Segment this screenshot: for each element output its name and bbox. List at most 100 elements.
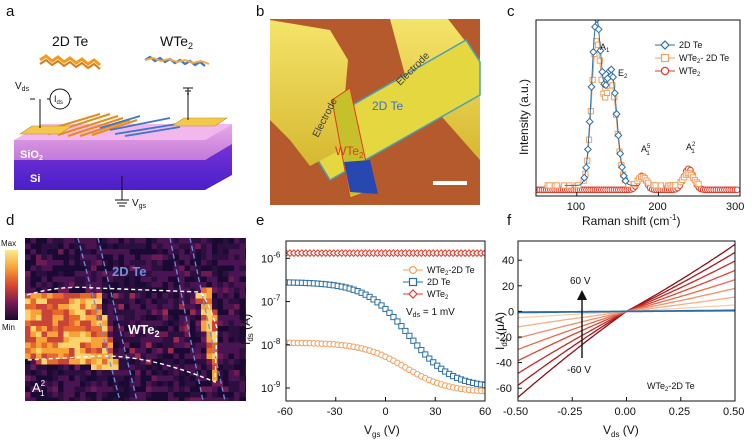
map-pixel [201,343,207,349]
map-pixel [36,354,42,360]
map-pixel [102,310,108,316]
map-pixel [80,359,86,365]
map-pixel [234,398,240,404]
map-pixel [124,255,130,261]
map-pixel [119,398,125,404]
map-pixel [163,315,169,321]
map-pixel [218,260,224,266]
map-pixel [207,238,213,244]
map-pixel [47,321,53,327]
map-pixel [141,381,147,387]
map-pixel [69,348,75,354]
map-pixel [229,255,235,261]
map-pixel [25,271,31,277]
map-pixel [190,293,196,299]
map-pixel [141,249,147,255]
map-pixel [196,249,202,255]
map-pixel [75,376,81,382]
map-pixel [108,398,114,404]
map-pixel [240,398,246,404]
map-pixel [135,299,141,305]
map-pixel [223,321,229,327]
map-pixel [119,244,125,250]
output-y-tick-label: -60 [496,383,512,395]
map-pixel [58,299,64,305]
transfer-x-label: Vgs (V) [364,423,400,439]
map-pixel [36,238,42,244]
map-pixel [47,282,53,288]
map-pixel [240,260,246,266]
map-pixel [31,277,37,283]
map-pixel [25,244,31,250]
map-pixel [179,387,185,393]
map-pixel [234,354,240,360]
map-pixel [108,392,114,398]
map-pixel [64,326,70,332]
map-pixel [86,299,92,305]
map-pixel [185,392,191,398]
map-pixel [179,299,185,305]
map-pixel [245,354,251,360]
map-pixel [223,260,229,266]
map-pixel [97,398,103,404]
map-pixel [75,255,81,261]
map-pixel [97,299,103,305]
map-pixel [36,282,42,288]
map-pixel [69,343,75,349]
map-pixel [31,304,37,310]
map-pixel [135,365,141,371]
map-pixel [196,255,202,261]
map-pixel [119,310,125,316]
map-pixel [36,343,42,349]
svg-text:2D Te: 2D Te [427,277,450,287]
transfer-x-tick-label: 0 [383,406,389,418]
map-pixel [64,348,70,354]
map-pixel [42,282,48,288]
map-pixel [42,343,48,349]
map-pixel [157,249,163,255]
map-pixel [141,299,147,305]
map-pixel [80,266,86,272]
map-pixel [75,271,81,277]
map-pixel [157,392,163,398]
transfer-x-tick-label: -30 [327,406,343,418]
map-pixel [168,332,174,338]
map-pixel [124,249,130,255]
map-pixel [174,249,180,255]
map-pixel [119,376,125,382]
map-pixel [102,359,108,365]
raman-point [646,180,651,185]
output-curve-vgs--45 [518,252,735,385]
map-pixel [53,266,59,272]
map-pixel [53,337,59,343]
vds-label: Vds [15,81,30,93]
map-pixel [234,288,240,294]
map-pixel [108,299,114,305]
map-pixel [91,387,97,393]
map-pixel [141,348,147,354]
map-pixel [53,321,59,327]
map-pixel [179,310,185,316]
map-pixel [223,299,229,305]
map-pixel [31,370,37,376]
map-pixel [75,398,81,404]
map-pixel [152,244,158,250]
raman-x-tick-label: 200 [648,201,666,213]
map-pixel [119,282,125,288]
map-pixel [124,343,130,349]
map-pixel [31,255,37,261]
map-pixel [201,326,207,332]
map-pixel [25,315,31,321]
map-pixel [201,255,207,261]
map-pixel [174,321,180,327]
map-pixel [80,387,86,393]
map-pixel [58,244,64,250]
map-pixel [152,354,158,360]
map-pixel [229,343,235,349]
map-pixel [47,293,53,299]
map-pixel [119,359,125,365]
map-pixel [75,244,81,250]
map-pixel [207,244,213,250]
map-pixel [234,381,240,387]
map-pixel [218,238,224,244]
